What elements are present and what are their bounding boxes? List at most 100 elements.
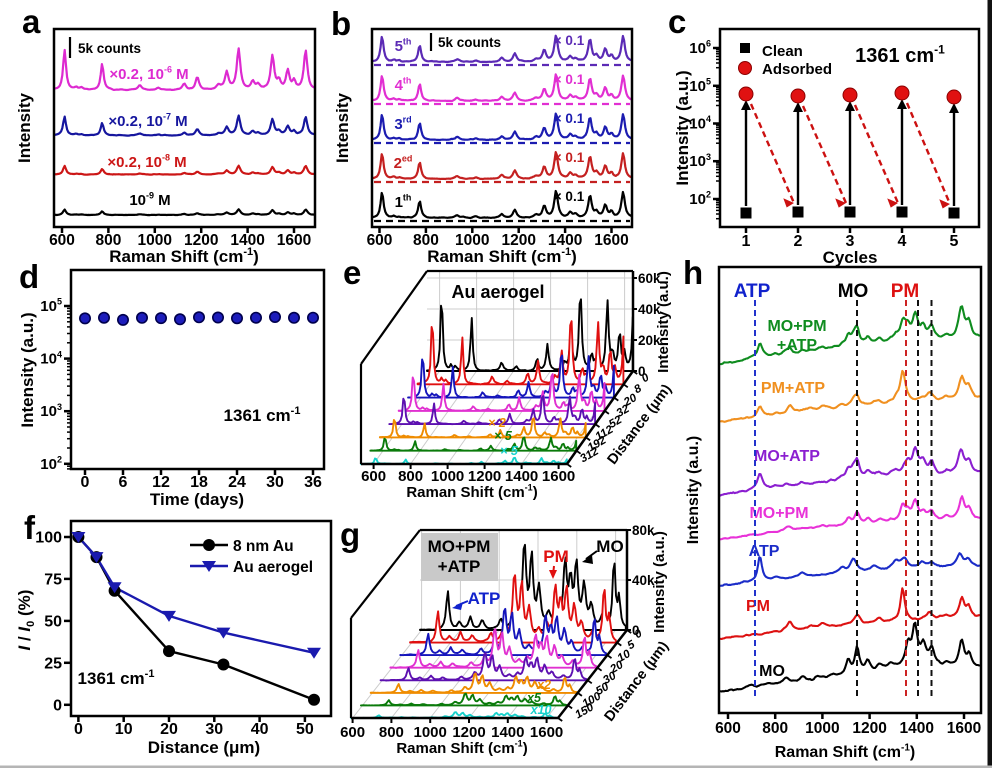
- svg-text:20: 20: [160, 721, 178, 738]
- svg-text:104: 104: [40, 349, 62, 367]
- svg-text:0: 0: [638, 364, 646, 379]
- svg-text:1400: 1400: [505, 468, 538, 485]
- svg-text:MO: MO: [838, 281, 869, 302]
- svg-text:104: 104: [689, 114, 711, 132]
- svg-text:Intensity (a.u.): Intensity (a.u.): [651, 531, 668, 633]
- svg-text:MO+PM: MO+PM: [428, 537, 491, 556]
- svg-text:1600: 1600: [542, 468, 575, 485]
- svg-text:Intensity (a.u.): Intensity (a.u.): [685, 436, 702, 544]
- svg-text:× 0.1: × 0.1: [554, 150, 585, 165]
- svg-text:1: 1: [742, 233, 751, 250]
- svg-text:102: 102: [40, 455, 62, 473]
- svg-text:1361 cm-1: 1361 cm-1: [78, 668, 155, 688]
- svg-text:105: 105: [40, 297, 62, 315]
- svg-text:× 0.1: × 0.1: [554, 189, 585, 204]
- svg-text:× 0.1: × 0.1: [554, 72, 585, 87]
- svg-text:40: 40: [251, 721, 269, 738]
- svg-text:MO+PM: MO+PM: [767, 318, 826, 335]
- svg-text:PM+ATP: PM+ATP: [761, 380, 825, 397]
- svg-text:106: 106: [689, 39, 711, 57]
- svg-text:1600: 1600: [530, 724, 563, 741]
- svg-text:6: 6: [119, 474, 128, 491]
- svg-text:1400: 1400: [548, 232, 582, 249]
- svg-text:Raman Shift (cm-1): Raman Shift (cm-1): [427, 246, 577, 266]
- svg-text:1200: 1200: [184, 232, 218, 249]
- svg-text:1200: 1200: [452, 724, 485, 741]
- svg-text:5k counts: 5k counts: [78, 41, 141, 56]
- svg-text:8 nm Au: 8 nm Au: [233, 538, 294, 555]
- svg-text:103: 103: [40, 402, 62, 420]
- svg-text:10: 10: [115, 721, 133, 738]
- svg-text:e: e: [343, 254, 361, 291]
- svg-text:5k counts: 5k counts: [438, 35, 501, 50]
- svg-text:Cycles: Cycles: [823, 248, 878, 267]
- svg-text:1200: 1200: [501, 232, 535, 249]
- svg-text:x10: x10: [530, 703, 552, 717]
- svg-text:PM: PM: [891, 281, 920, 302]
- svg-text:1600: 1600: [277, 232, 311, 249]
- svg-text:x5: x5: [526, 691, 542, 705]
- svg-text:102: 102: [689, 190, 711, 208]
- svg-text:100: 100: [35, 530, 62, 547]
- svg-text:×0.2, 10-8 M: ×0.2, 10-8 M: [107, 153, 186, 171]
- svg-text:0: 0: [632, 623, 640, 638]
- svg-text:3: 3: [846, 233, 855, 250]
- svg-text:+ATP: +ATP: [777, 337, 817, 354]
- svg-text:ATP: ATP: [734, 281, 771, 302]
- svg-text:800: 800: [762, 720, 788, 737]
- svg-text:50: 50: [296, 721, 314, 738]
- svg-text:30: 30: [266, 474, 284, 491]
- svg-text:600: 600: [361, 468, 386, 485]
- svg-text:40k: 40k: [638, 302, 661, 317]
- svg-text:50: 50: [44, 613, 62, 630]
- svg-text:2: 2: [794, 233, 803, 250]
- svg-text:PM: PM: [746, 598, 770, 615]
- svg-text:b: b: [331, 5, 351, 42]
- svg-text:800: 800: [398, 468, 423, 485]
- svg-text:12: 12: [152, 474, 170, 491]
- svg-text:Intensity: Intensity: [15, 93, 34, 163]
- svg-text:75: 75: [44, 571, 62, 588]
- svg-text:1200: 1200: [852, 720, 886, 737]
- svg-text:MO+PM: MO+PM: [749, 505, 808, 522]
- svg-text:+ATP: +ATP: [438, 557, 481, 576]
- svg-text:Adsorbed: Adsorbed: [762, 61, 832, 78]
- svg-text:× 5: × 5: [500, 444, 519, 458]
- svg-text:40k: 40k: [632, 573, 655, 588]
- svg-text:MO: MO: [759, 663, 785, 680]
- svg-text:80k: 80k: [632, 523, 655, 538]
- svg-text:f: f: [24, 509, 36, 546]
- svg-text:×0.2, 10-6 M: ×0.2, 10-6 M: [109, 65, 188, 83]
- svg-text:10-9 M: 10-9 M: [129, 191, 170, 209]
- svg-text:Au aerogel: Au aerogel: [451, 282, 544, 302]
- svg-text:1000: 1000: [138, 232, 172, 249]
- svg-text:I / I0 (%): I / I0 (%): [15, 590, 37, 651]
- svg-text:800: 800: [95, 232, 121, 249]
- svg-text:24: 24: [228, 474, 246, 491]
- svg-text:10: 10: [616, 648, 634, 665]
- svg-text:1000: 1000: [414, 724, 447, 741]
- svg-text:ATP: ATP: [749, 543, 780, 560]
- svg-text:1000: 1000: [431, 468, 464, 485]
- svg-text:1600: 1600: [594, 232, 628, 249]
- svg-text:Raman Shift (cm-1): Raman Shift (cm-1): [775, 742, 915, 761]
- svg-text:d: d: [19, 258, 39, 295]
- svg-text:25: 25: [44, 655, 62, 672]
- svg-text:1400: 1400: [230, 232, 264, 249]
- svg-text:Intensity (a.u.): Intensity (a.u.): [673, 70, 692, 185]
- svg-text:1200: 1200: [468, 468, 501, 485]
- svg-text:Distance (μm): Distance (μm): [148, 738, 260, 757]
- svg-text:MO: MO: [596, 537, 623, 556]
- svg-text:1400: 1400: [491, 724, 524, 741]
- svg-text:Clean: Clean: [762, 43, 803, 60]
- svg-text:52: 52: [607, 414, 625, 431]
- svg-text:50: 50: [594, 681, 612, 698]
- svg-text:1600: 1600: [947, 720, 981, 737]
- svg-text:1361 cm-1: 1361 cm-1: [855, 43, 945, 67]
- svg-text:30: 30: [601, 670, 619, 687]
- svg-text:20k: 20k: [638, 333, 661, 348]
- svg-text:0: 0: [81, 474, 90, 491]
- svg-text:32: 32: [614, 403, 632, 420]
- svg-text:1000: 1000: [455, 232, 489, 249]
- svg-text:800: 800: [413, 232, 439, 249]
